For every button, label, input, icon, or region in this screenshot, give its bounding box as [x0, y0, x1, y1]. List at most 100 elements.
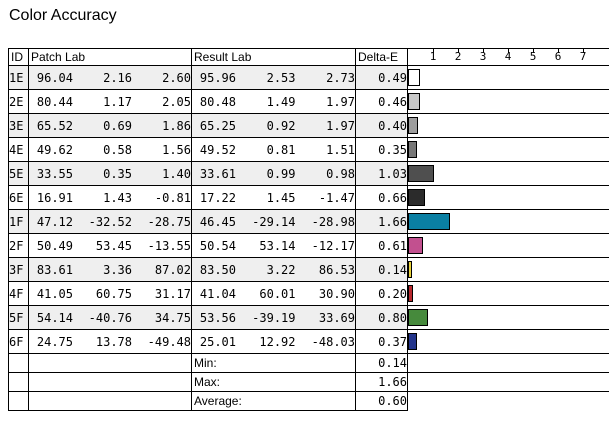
scale-tick [433, 49, 434, 53]
scale-tick [483, 49, 484, 53]
patch-id: 1E [8, 65, 29, 90]
header-scale: 1 2 3 4 5 6 7 [407, 48, 609, 66]
result-lab-cell: 80.48 1.49 1.97 [191, 89, 356, 114]
result-lab-value: -12.17 [311, 238, 355, 253]
delta-e-value: 0.40 [355, 113, 408, 138]
delta-e-bar [408, 261, 412, 278]
patch-id: 6E [8, 185, 29, 210]
table-row: 2F 50.49 53.45 -13.55 50.54 53.14 -12.17 0.61 [8, 233, 609, 258]
patch-lab-value: 0.58 [103, 142, 132, 157]
result-lab-value: 0.98 [326, 166, 355, 181]
result-lab-value: 95.96 [199, 70, 236, 85]
stat-bar-blank [407, 391, 609, 411]
scale-tick [458, 49, 459, 53]
table-row: 3E 65.52 0.69 1.86 65.25 0.92 1.97 0.40 [8, 113, 609, 138]
delta-e-bar [408, 285, 413, 302]
patch-lab-cell: 16.91 1.43 -0.81 [28, 185, 192, 210]
result-lab-value: 46.45 [199, 214, 236, 229]
result-lab-value: 17.22 [199, 190, 236, 205]
stat-value: 1.66 [355, 372, 408, 392]
result-lab-cell: 65.25 0.92 1.97 [191, 113, 356, 138]
patch-lab-value: 33.55 [36, 166, 73, 181]
stat-row: Min: 0.14 [8, 353, 609, 373]
delta-e-value: 0.14 [355, 257, 408, 282]
table-row: 6F 24.75 13.78 -49.48 25.01 12.92 -48.03 0.37 [8, 329, 609, 354]
scale-tick-label: 2 [454, 50, 462, 63]
result-lab-cell: 25.01 12.92 -48.03 [191, 329, 356, 354]
result-lab-cell: 49.52 0.81 1.51 [191, 137, 356, 162]
scale-tick-label: 3 [479, 50, 487, 63]
delta-e-bar-cell [407, 209, 609, 234]
table-row: 5F 54.14 -40.76 34.75 53.56 -39.19 33.69 0.80 [8, 305, 609, 330]
scale-tick [508, 49, 509, 53]
patch-lab-value: 83.61 [36, 262, 73, 277]
patch-lab-value: -49.48 [147, 334, 191, 349]
patch-lab-value: 1.17 [103, 94, 132, 109]
patch-lab-value: 1.40 [162, 166, 191, 181]
result-lab-cell: 50.54 53.14 -12.17 [191, 233, 356, 258]
delta-e-value: 0.80 [355, 305, 408, 330]
delta-e-bar [408, 141, 417, 158]
stat-row: Average: 0.60 [8, 391, 609, 411]
delta-e-bar-cell [407, 257, 609, 282]
patch-id: 4F [8, 281, 29, 306]
result-lab-value: 83.50 [199, 262, 236, 277]
scale-tick-label: 7 [579, 50, 587, 63]
result-lab-value: 1.97 [326, 94, 355, 109]
patch-lab-value: 96.04 [36, 70, 73, 85]
patch-lab-value: 41.05 [36, 286, 73, 301]
result-lab-cell: 33.61 0.99 0.98 [191, 161, 356, 186]
result-lab-cell: 17.22 1.45 -1.47 [191, 185, 356, 210]
delta-e-value: 0.49 [355, 65, 408, 90]
result-lab-value: 1.49 [266, 94, 296, 109]
result-lab-value: 33.61 [199, 166, 236, 181]
scale-tick [583, 49, 584, 53]
result-lab-value: 53.56 [199, 310, 236, 325]
result-lab-value: -48.03 [311, 334, 355, 349]
delta-e-bar [408, 93, 420, 110]
result-lab-value: 49.52 [199, 142, 236, 157]
result-lab-value: 1.51 [326, 142, 355, 157]
table-row: 4F 41.05 60.75 31.17 41.04 60.01 30.90 0.20 [8, 281, 609, 306]
patch-lab-cell: 54.14 -40.76 34.75 [28, 305, 192, 330]
result-lab-value: 2.53 [266, 70, 296, 85]
patch-lab-cell: 33.55 0.35 1.40 [28, 161, 192, 186]
patch-id: 2E [8, 89, 29, 114]
patch-lab-cell: 83.61 3.36 87.02 [28, 257, 192, 282]
delta-e-value: 0.46 [355, 89, 408, 114]
header-row: ID Patch Lab Result Lab Delta-E 1 2 3 4 5 6 7 [8, 48, 609, 66]
stat-value: 0.14 [355, 353, 408, 373]
scale-tick-label: 4 [504, 50, 512, 63]
patch-lab-value: 54.14 [36, 310, 73, 325]
patch-lab-value: 16.91 [36, 190, 73, 205]
patch-lab-value: 1.86 [162, 118, 191, 133]
patch-lab-value: 2.60 [162, 70, 191, 85]
header-id: ID [8, 48, 29, 66]
delta-e-bar [408, 333, 417, 350]
delta-e-value: 0.35 [355, 137, 408, 162]
result-lab-value: 12.92 [259, 334, 296, 349]
patch-lab-value: 13.78 [95, 334, 132, 349]
delta-e-value: 1.66 [355, 209, 408, 234]
patch-lab-value: 1.56 [162, 142, 191, 157]
patch-lab-cell: 47.12 -32.52 -28.75 [28, 209, 192, 234]
header-delta-e: Delta-E [355, 48, 408, 66]
patch-lab-value: 65.52 [36, 118, 73, 133]
patch-lab-cell: 65.52 0.69 1.86 [28, 113, 192, 138]
stat-row: Max: 1.66 [8, 372, 609, 392]
delta-e-value: 0.20 [355, 281, 408, 306]
scale-tick-label: 6 [554, 50, 562, 63]
delta-e-bar-cell [407, 329, 609, 354]
table-row: 3F 83.61 3.36 87.02 83.50 3.22 86.53 0.14 [8, 257, 609, 282]
delta-e-bar-cell [407, 185, 609, 210]
patch-lab-value: 3.36 [103, 262, 132, 277]
delta-e-bar-cell [407, 89, 609, 114]
result-lab-cell: 53.56 -39.19 33.69 [191, 305, 356, 330]
patch-lab-value: 0.69 [103, 118, 132, 133]
delta-e-bar [408, 309, 428, 326]
result-lab-value: -29.14 [252, 214, 296, 229]
scale-tick [533, 49, 534, 53]
patch-lab-cell: 24.75 13.78 -49.48 [28, 329, 192, 354]
delta-e-bar-cell [407, 305, 609, 330]
patch-lab-value: -0.81 [154, 190, 191, 205]
